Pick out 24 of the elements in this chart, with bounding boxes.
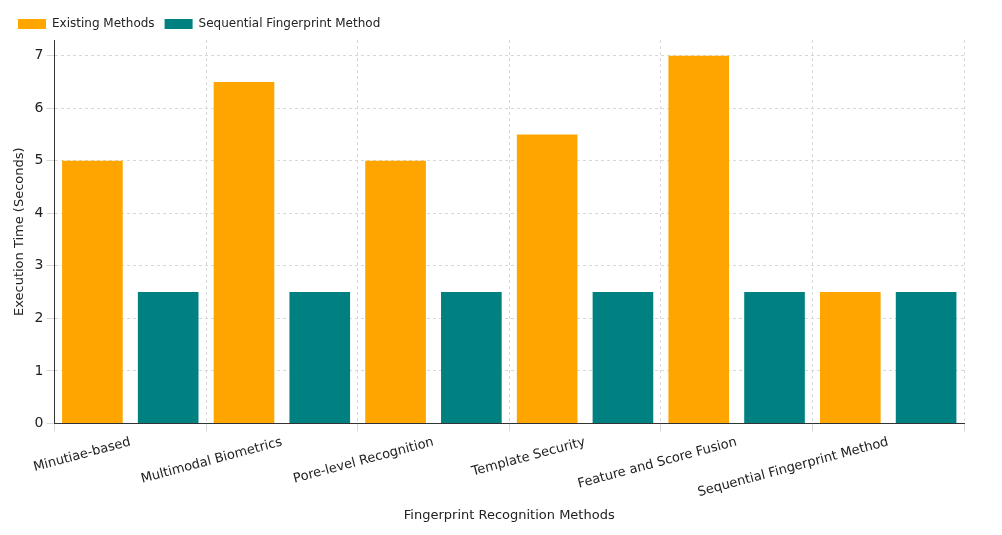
y-tick-label: 5 bbox=[34, 151, 44, 168]
y-tick-label: 6 bbox=[34, 98, 44, 115]
bar bbox=[62, 160, 123, 423]
y-tick-label: 0 bbox=[34, 414, 44, 431]
bar bbox=[137, 292, 199, 423]
bar bbox=[744, 292, 805, 423]
y-tick-label: 7 bbox=[34, 46, 44, 63]
legend-label: Sequential Fingerprint Method bbox=[198, 16, 381, 31]
bar bbox=[365, 160, 426, 423]
bar bbox=[516, 134, 578, 423]
bar bbox=[441, 292, 502, 423]
bar bbox=[668, 55, 730, 423]
bar bbox=[895, 292, 957, 423]
bar bbox=[213, 82, 275, 423]
y-tick-label: 4 bbox=[34, 203, 44, 220]
x-axis-title: Fingerprint Recognition Methods bbox=[403, 506, 615, 522]
y-axis-title: Execution Time (Seconds) bbox=[11, 147, 27, 317]
bar bbox=[289, 292, 351, 423]
bar bbox=[592, 292, 654, 423]
legend-label: Existing Methods bbox=[52, 16, 155, 31]
y-tick-label: 3 bbox=[34, 256, 44, 273]
bar bbox=[820, 292, 881, 423]
y-tick-label: 2 bbox=[34, 308, 44, 325]
y-tick-label: 1 bbox=[34, 361, 44, 378]
